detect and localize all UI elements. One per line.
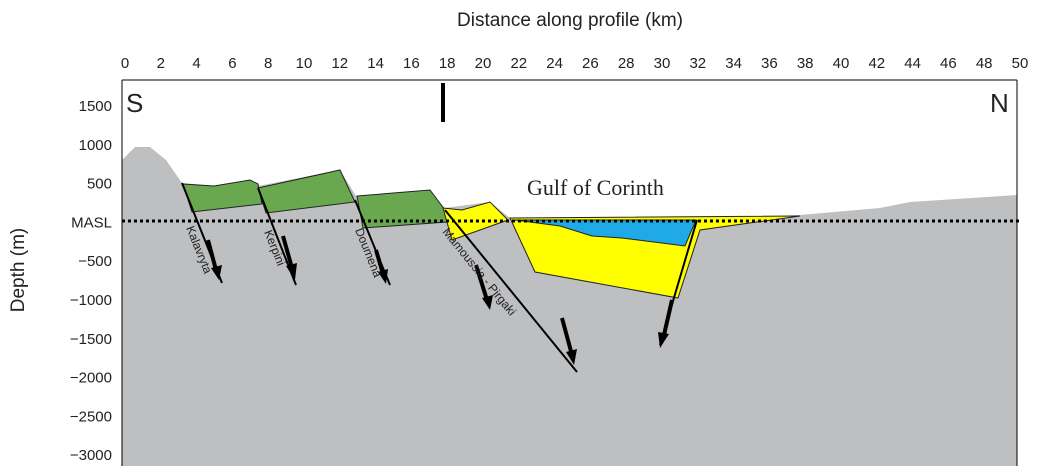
x-tick-label: 10 (296, 55, 313, 72)
x-tick-label: 28 (618, 55, 635, 72)
y-tick-label: −2500 (70, 408, 112, 425)
x-tick-label: 42 (868, 55, 885, 72)
x-tick-label: 14 (367, 55, 384, 72)
x-tick-label: 44 (904, 55, 921, 72)
y-tick-label: −2000 (70, 370, 112, 387)
x-tick-label: 36 (761, 55, 778, 72)
x-tick-label: 26 (582, 55, 599, 72)
x-tick-label: 30 (654, 55, 671, 72)
x-tick-label: 32 (689, 55, 706, 72)
cross-section: Distance along profile (km) Depth (m) S … (0, 0, 1038, 466)
x-tick-label: 18 (439, 55, 456, 72)
x-tick-label: 0 (121, 55, 129, 72)
y-tick-label: 1500 (79, 98, 112, 115)
south-label: S (126, 88, 143, 118)
x-tick-label: 40 (833, 55, 850, 72)
x-tick-label: 34 (725, 55, 742, 72)
x-tick-label: 38 (797, 55, 814, 72)
y-tick-label: −1500 (70, 331, 112, 348)
x-tick-label: 8 (264, 55, 272, 72)
y-tick-label: −500 (78, 253, 112, 270)
x-axis-title: Distance along profile (km) (457, 10, 683, 31)
x-tick-label: 50 (1012, 55, 1029, 72)
x-tick-label: 2 (157, 55, 165, 72)
x-tick-label: 20 (475, 55, 492, 72)
x-tick-label: 4 (192, 55, 200, 72)
y-tick-label: −1000 (70, 292, 112, 309)
x-tick-label: 22 (510, 55, 527, 72)
y-tick-label: 1000 (79, 137, 112, 154)
north-label: N (990, 88, 1009, 118)
x-tick-label: 12 (331, 55, 348, 72)
y-axis-title: Depth (m) (8, 228, 29, 312)
x-tick-label: 6 (228, 55, 236, 72)
x-tick-label: 16 (403, 55, 420, 72)
y-tick-label: 500 (87, 176, 112, 193)
x-tick-label: 46 (940, 55, 957, 72)
x-tick-label: 48 (976, 55, 993, 72)
sea-label: Gulf of Corinth (527, 175, 664, 200)
y-tick-label: −3000 (70, 447, 112, 464)
y-tick-label: MASL (71, 214, 112, 231)
x-tick-label: 24 (546, 55, 563, 72)
